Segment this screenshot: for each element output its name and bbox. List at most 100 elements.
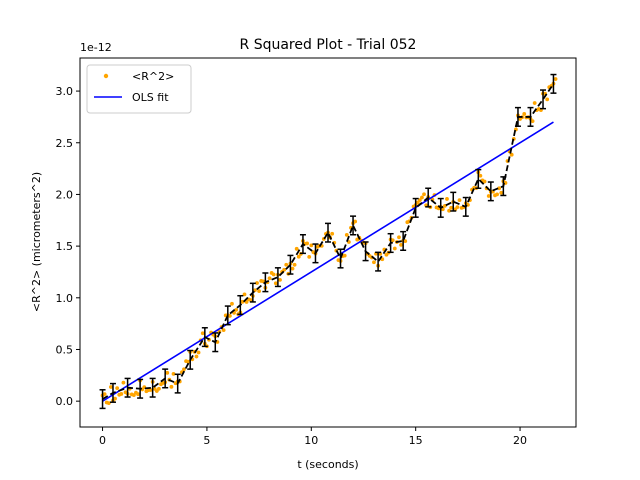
r2-data-point [420,195,424,200]
r2-data-point [267,276,272,281]
r2-data-point [530,119,535,124]
r2-data-point [390,238,395,243]
error-bar [500,176,507,197]
r2-data-point [255,281,259,285]
error-bar [527,106,534,127]
r2-data-point [182,367,186,372]
error-bar [400,230,407,252]
error-bar [299,233,306,255]
r2-data-point [417,198,422,202]
r2-data-point [102,392,107,397]
x-tick-label: 20 [513,434,527,447]
r2-data-point [392,246,397,251]
r2-data-point [344,232,349,237]
error-bar [325,222,331,243]
error-bar [487,181,494,202]
r2-data-point [169,384,174,389]
legend-marker-r2 [103,73,109,79]
r2-data-point [290,266,295,271]
plot-area [99,73,558,410]
r2-data-point [330,231,335,236]
r2-data-point [522,112,527,116]
r2-data-point [294,246,299,251]
error-bar [99,389,106,410]
axis-ticks: 0 5 10 15 20 0.0 0.5 1.0 1.5 2.0 2.5 3.0 [56,85,528,447]
r2-data-point [234,307,239,312]
error-bar [109,382,116,403]
r2-data-point [248,298,253,302]
y-tick-label: 1.5 [56,240,74,253]
r2-data-point [242,292,247,297]
x-tick-label: 5 [203,434,210,447]
error-bar [201,327,208,348]
r2-data-point [455,205,460,209]
y-tick-label: 0.5 [56,343,74,356]
r2-data-point [282,267,287,272]
r2-data-point [115,386,120,391]
r2-data-point [449,205,454,210]
r2-data-point [271,272,276,277]
error-bar [162,368,169,389]
y-tick-label: 3.0 [56,85,74,98]
r2-data-point [296,254,301,259]
r2-data-point [495,192,499,197]
r2-data-point [157,386,161,391]
legend: <R^2> OLS fit [86,64,192,114]
error-bar [337,248,344,269]
y-tick-label: 0.0 [56,395,74,408]
legend-box [86,64,192,114]
r2-data-point [106,401,111,406]
error-bar [312,243,319,264]
error-bar [174,373,181,394]
r2-data-point [273,281,278,286]
r2-data-point [292,262,297,267]
y-tick-label: 2.0 [56,188,74,201]
legend-label-r2: <R^2> [132,70,174,83]
r2-data-point [482,179,487,184]
error-bar [237,294,244,316]
error-bar [274,267,281,288]
error-bar [550,73,557,94]
r2-data-point [136,392,140,397]
error-bar [514,106,521,127]
error-bar [475,168,482,189]
r2-data-point [121,380,126,385]
r2-data-point [131,393,136,398]
r2-data-point [457,198,462,203]
r2-data-point [445,197,449,201]
r2-data-point [545,97,550,102]
r2-data-point [353,219,358,224]
r2-data-point [284,262,289,267]
r2-data-point [230,301,234,306]
r2-data-point [148,388,153,392]
r2-data-point [307,255,312,259]
error-bar [149,377,156,398]
r2-data-point [372,260,376,265]
r2-data-point [227,314,232,318]
r2-data-point [244,300,249,304]
r2-data-point [196,350,201,355]
error-bar [540,89,547,110]
legend-label-ols-fit: OLS fit [132,91,169,104]
r2-data-point [278,277,282,282]
r2-data-point [342,253,347,258]
r2-data-point [186,359,191,364]
error-bar [387,232,394,254]
r2-data-point [257,289,262,293]
error-bar [412,197,419,218]
r2-data-point [109,385,113,389]
chart-title: R Squared Plot - Trial 052 [240,37,417,53]
x-tick-label: 10 [304,434,318,447]
r2-data-point [509,152,514,157]
error-bar [437,197,444,218]
y-axis-label: <R^2> (micrometers^2) [30,172,43,312]
r2-data-point [422,192,426,197]
error-bar [362,241,369,262]
r2-data-point [403,239,408,243]
axes-frame [79,57,577,428]
error-bar [124,377,131,398]
error-bar [137,378,144,399]
error-bar [375,251,382,272]
x-axis-label: t (seconds) [297,458,358,471]
